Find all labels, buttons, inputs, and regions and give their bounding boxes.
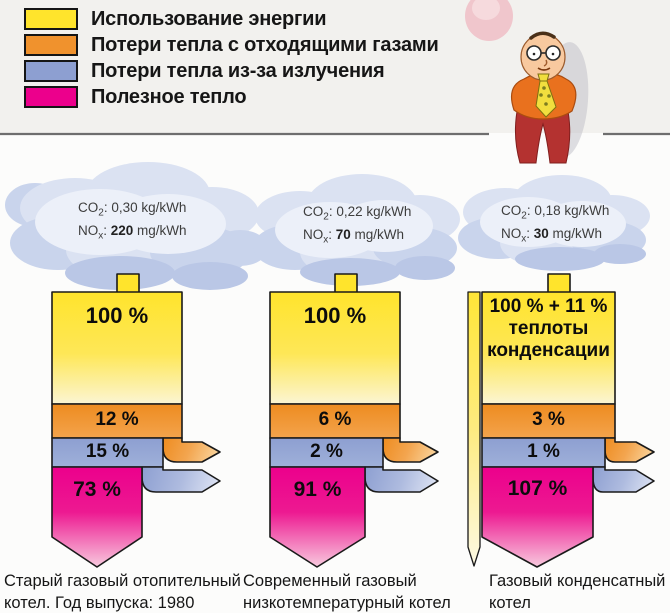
nox-line: NOx: 30 mg/kWh [501, 225, 603, 245]
boiler-3-flue-loss-band [481, 403, 616, 439]
legend-swatch-energy-input [24, 8, 78, 30]
boiler-3-flue-loss-arrow [604, 437, 655, 463]
legend-label: Использование энергии [91, 7, 327, 30]
boiler-3-useful-heat-label: 107 % [507, 477, 568, 500]
nox-line: NOx: 220 mg/kWh [78, 222, 187, 242]
boiler-3-radiation-loss-label: 1 % [527, 441, 560, 462]
boiler-3-radiation-loss-arrow [592, 466, 655, 493]
emissions-text-boiler-1: CO2: 0,30 kg/kWh NOx: 220 mg/kWh [78, 199, 187, 244]
boiler-2-radiation-loss-band [269, 437, 384, 468]
legend-label: Полезное тепло [91, 85, 247, 108]
boiler-1-flue-loss-label: 12 % [95, 409, 139, 430]
boiler-2-useful-heat-arrow [269, 466, 366, 568]
boiler-1-graphic [51, 273, 221, 568]
boiler-3-graphic [467, 273, 655, 568]
boiler-1-chimney [116, 273, 140, 294]
co2-line: CO2: 0,30 kg/kWh [78, 200, 187, 219]
boiler-3-flue-loss-label: 3 % [532, 409, 565, 430]
boiler-1-energy-input-block [51, 291, 183, 405]
boiler-2-graphic [269, 273, 439, 568]
man-pants [514, 105, 571, 164]
nox-line: NOx: 70 mg/kWh [303, 226, 405, 246]
boiler-1-flue-loss-arrow [162, 437, 221, 463]
pink-blob-illustration [465, 0, 513, 41]
cartoon-man [511, 31, 589, 164]
legend-swatch-useful-heat [24, 86, 78, 108]
emissions-text-boiler-2: CO2: 0,22 kg/kWh NOx: 70 mg/kWh [303, 203, 411, 248]
boiler-2-useful-heat-label: 91 % [293, 478, 342, 501]
legend-item-radiation-loss: Потери тепла из-за излучения [24, 59, 385, 82]
boiler-2-caption: Современный газовый низкотемпературный к… [243, 572, 451, 612]
legend: Использование энергии Потери тепла с отх… [0, 0, 470, 120]
boiler-3-input-label: 100 % + 11 % теплоты конденсации [487, 296, 610, 361]
man-hair [529, 31, 556, 40]
boiler-1-radiation-loss-label: 15 % [85, 441, 130, 462]
boiler-1-input-label: 100 % [85, 303, 149, 328]
boiler-2-radiation-loss-label: 2 % [310, 441, 343, 462]
legend-label: Потери тепла из-за излучения [91, 59, 385, 82]
boiler-1-useful-heat-arrow [51, 466, 143, 568]
boiler-3-caption: Газовый конденсатный котел [489, 572, 666, 612]
emissions-cloud-3 [458, 175, 650, 271]
man-tie-knot [537, 73, 550, 82]
legend-label: Потери тепла с отходящими газами [91, 33, 439, 56]
boiler-3-condensation-return-strip [467, 291, 481, 567]
boiler-2-flue-loss-arrow [382, 437, 439, 463]
boiler-1-flue-loss-band [51, 403, 183, 439]
boiler-2-chimney [334, 273, 358, 294]
co2-line: CO2: 0,18 kg/kWh [501, 203, 610, 222]
boiler-1-caption: Старый газовый отопительный котел. Год в… [4, 572, 241, 612]
boiler-3-chimney [547, 273, 571, 294]
legend-swatch-radiation-loss [24, 60, 78, 82]
boiler-2-input-label: 100 % [303, 303, 367, 328]
emissions-cloud-1 [5, 162, 268, 290]
legend-swatch-flue-loss [24, 34, 78, 56]
boiler-2-radiation-loss-arrow [364, 466, 439, 493]
boiler-1-radiation-loss-arrow [141, 466, 221, 493]
man-tie [535, 80, 557, 118]
boiler-2-flue-loss-label: 6 % [318, 409, 352, 430]
legend-item-energy-input: Использование энергии [24, 7, 327, 30]
emissions-text-boiler-3: CO2: 0,18 kg/kWh NOx: 30 mg/kWh [501, 202, 609, 247]
boiler-3-energy-input-block [481, 291, 616, 405]
legend-item-flue-loss: Потери тепла с отходящими газами [24, 34, 439, 56]
co2-line: CO2: 0,22 kg/kWh [303, 204, 412, 223]
legend-item-useful-heat: Полезное тепло [24, 85, 247, 108]
emissions-cloud-2 [253, 174, 460, 286]
boiler-1-radiation-loss-band [51, 437, 164, 468]
boiler-1-useful-heat-label: 73 % [73, 478, 121, 501]
boiler-2-energy-input-block [269, 291, 401, 405]
boiler-3-useful-heat-arrow [481, 466, 594, 568]
